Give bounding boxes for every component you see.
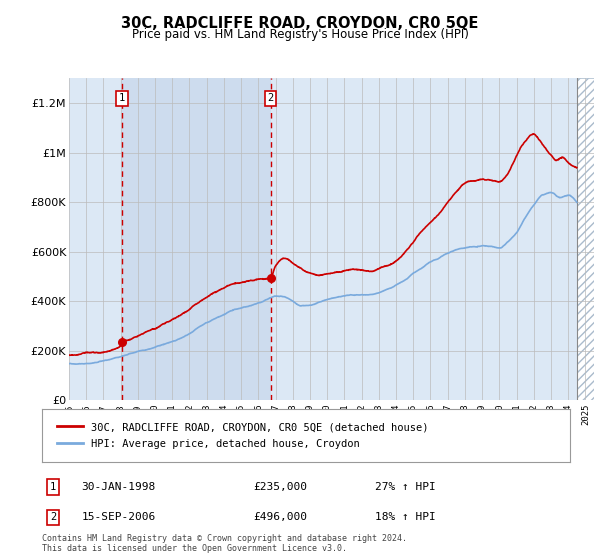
Text: 15-SEP-2006: 15-SEP-2006	[82, 512, 156, 522]
Bar	[577, 78, 594, 400]
Text: 1: 1	[119, 93, 125, 103]
Bar	[69, 78, 122, 400]
Bar	[122, 78, 271, 400]
Text: Price paid vs. HM Land Registry's House Price Index (HPI): Price paid vs. HM Land Registry's House …	[131, 28, 469, 41]
Text: 30-JAN-1998: 30-JAN-1998	[82, 482, 156, 492]
Text: 27% ↑ HPI: 27% ↑ HPI	[374, 482, 436, 492]
Text: 1: 1	[50, 482, 56, 492]
Bar	[271, 78, 577, 400]
Text: 30C, RADCLIFFE ROAD, CROYDON, CR0 5QE: 30C, RADCLIFFE ROAD, CROYDON, CR0 5QE	[121, 16, 479, 31]
Text: £235,000: £235,000	[253, 482, 307, 492]
Legend: 30C, RADCLIFFE ROAD, CROYDON, CR0 5QE (detached house), HPI: Average price, deta: 30C, RADCLIFFE ROAD, CROYDON, CR0 5QE (d…	[52, 418, 433, 452]
Text: 2: 2	[268, 93, 274, 103]
Text: £496,000: £496,000	[253, 512, 307, 522]
Text: 2: 2	[50, 512, 56, 522]
Bar	[122, 78, 271, 400]
Text: Contains HM Land Registry data © Crown copyright and database right 2024.
This d: Contains HM Land Registry data © Crown c…	[42, 534, 407, 553]
Text: 18% ↑ HPI: 18% ↑ HPI	[374, 512, 436, 522]
